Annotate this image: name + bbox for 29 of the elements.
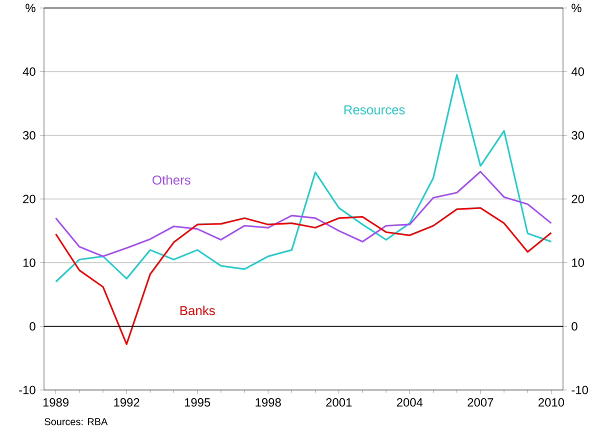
source-note: Sources: RBA: [44, 418, 108, 426]
x-tick-label: 1989: [43, 398, 69, 407]
x-tick-label: 1992: [114, 398, 140, 407]
x-tick-label: 1998: [256, 398, 281, 407]
y-tick-label: 10: [572, 258, 584, 267]
x-tick-label: 2001: [326, 398, 352, 407]
y-tick-label: -10: [572, 386, 588, 394]
y2-tick-label: 0: [30, 322, 36, 331]
y2-tick-label: 20: [23, 194, 36, 204]
y-tick-label: 0: [572, 322, 578, 331]
y2-tick-label: -10: [19, 386, 36, 394]
line-series: [54, 74, 552, 283]
x-tick-label: 2007: [468, 398, 494, 407]
y2-tick-label: 10: [23, 258, 36, 267]
x-tick-label: 2010: [538, 398, 564, 407]
x-tick-label: 2004: [396, 398, 423, 407]
text: Banks: [180, 306, 215, 316]
y2-tick-label: 30: [22, 131, 36, 140]
y-tick-label: 30: [572, 131, 584, 140]
y2-tick-label: %: [26, 4, 36, 12]
y2-tick-label: 40: [22, 67, 36, 76]
y-tick-label: 40: [571, 67, 584, 76]
text: Resources: [344, 105, 405, 114]
y-tick-label: %: [572, 4, 582, 12]
line-series: [54, 170, 552, 258]
text: Others: [152, 175, 190, 185]
line-series: [54, 207, 552, 345]
y-tick-label: 20: [572, 194, 584, 204]
x-tick-label: 1995: [184, 398, 210, 407]
